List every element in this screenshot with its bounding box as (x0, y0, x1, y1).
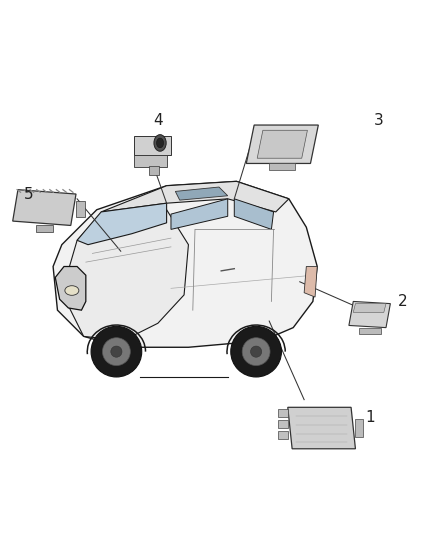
Circle shape (102, 338, 131, 366)
Polygon shape (53, 181, 317, 348)
Polygon shape (288, 407, 356, 449)
Text: 3: 3 (374, 113, 383, 128)
Text: 5: 5 (24, 187, 34, 202)
Text: 4: 4 (153, 113, 162, 128)
Polygon shape (304, 266, 317, 297)
Polygon shape (353, 304, 386, 312)
Circle shape (231, 326, 282, 377)
Text: 1: 1 (365, 410, 374, 425)
Bar (134, 155, 166, 167)
Bar (359, 328, 381, 334)
Bar (149, 166, 159, 175)
Bar (76, 200, 85, 217)
Bar (36, 225, 53, 231)
Text: 2: 2 (398, 294, 407, 309)
Bar (278, 431, 288, 439)
Bar (134, 135, 171, 155)
Polygon shape (101, 181, 289, 212)
Circle shape (91, 326, 142, 377)
Ellipse shape (156, 138, 163, 148)
Polygon shape (175, 187, 228, 200)
Bar (278, 409, 288, 417)
Polygon shape (62, 210, 188, 341)
Bar (278, 420, 288, 428)
Ellipse shape (154, 135, 166, 151)
Circle shape (251, 346, 261, 357)
Polygon shape (13, 190, 76, 225)
Polygon shape (77, 203, 166, 245)
Polygon shape (55, 266, 86, 310)
Polygon shape (349, 302, 390, 328)
Circle shape (111, 346, 122, 357)
Polygon shape (171, 199, 228, 229)
Circle shape (242, 338, 270, 366)
Ellipse shape (65, 286, 79, 295)
Polygon shape (234, 199, 274, 229)
Bar (269, 164, 295, 169)
Polygon shape (246, 125, 318, 164)
Polygon shape (257, 130, 307, 158)
FancyBboxPatch shape (356, 419, 363, 437)
